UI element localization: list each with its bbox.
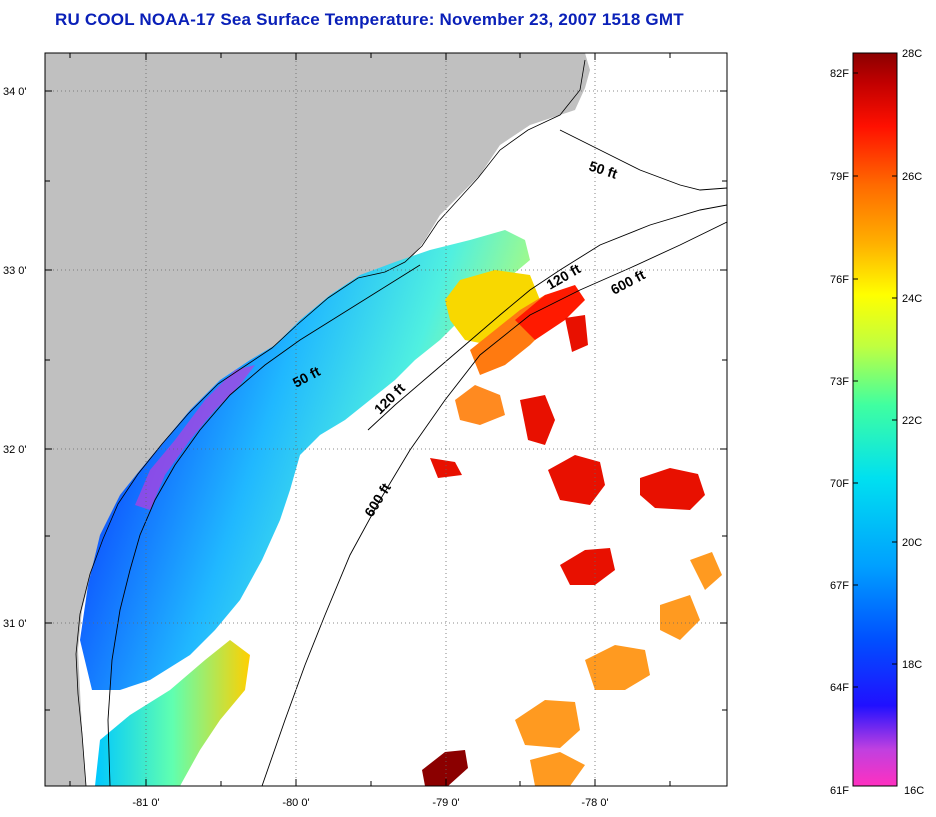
colorbar-f-67: 67F bbox=[830, 580, 849, 592]
lon-label-80: -80 0' bbox=[282, 797, 309, 809]
contour-120ft bbox=[367, 204, 727, 431]
colorbar-ticks bbox=[853, 72, 897, 688]
colorbar-c-24: 24C bbox=[902, 293, 922, 305]
colorbar-c-26: 26C bbox=[902, 171, 922, 183]
lat-label-32: 32 0' bbox=[3, 444, 27, 456]
colorbar-f-76: 76F bbox=[830, 274, 849, 286]
contour-50ft-south bbox=[107, 264, 421, 786]
colorbar-f-79: 79F bbox=[830, 171, 849, 183]
contour-600ft bbox=[261, 221, 727, 786]
colorbar bbox=[852, 52, 898, 787]
lat-label-34: 34 0' bbox=[3, 86, 27, 98]
colorbar-c-22: 22C bbox=[902, 415, 922, 427]
lat-label-31: 31 0' bbox=[3, 618, 27, 630]
colorbar-f-73: 73F bbox=[830, 376, 849, 388]
colorbar-c-20: 20C bbox=[902, 537, 922, 549]
axis-ticks bbox=[45, 53, 727, 786]
colorbar-f-70: 70F bbox=[830, 478, 849, 490]
land-mass bbox=[45, 53, 590, 786]
nearshore-cold-fringe bbox=[135, 365, 255, 510]
gulf-stream-patches bbox=[430, 315, 705, 585]
red-plume bbox=[515, 285, 585, 340]
colorbar-c-16: 16C bbox=[904, 785, 924, 797]
dark-red-patch bbox=[422, 750, 468, 786]
lon-label-81: -81 0' bbox=[132, 797, 159, 809]
lon-label-79: -79 0' bbox=[432, 797, 459, 809]
colorbar-f-82: 82F bbox=[830, 68, 849, 80]
southeast-warm-patches bbox=[515, 552, 722, 786]
map-frame bbox=[44, 52, 728, 787]
colorbar-c-28: 28C bbox=[902, 48, 922, 60]
lat-label-33: 33 0' bbox=[3, 265, 27, 277]
shoreline bbox=[75, 59, 586, 786]
lon-label-78: -78 0' bbox=[581, 797, 608, 809]
map-title: RU COOL NOAA-17 Sea Surface Temperature:… bbox=[55, 10, 684, 29]
colorbar-f-64: 64F bbox=[830, 682, 849, 694]
orange-patch-offshore bbox=[455, 385, 505, 425]
colorbar-f-61: 61F bbox=[830, 785, 849, 797]
graticule bbox=[45, 53, 727, 786]
colorbar-c-18: 18C bbox=[902, 659, 922, 671]
southern-warm-patch bbox=[95, 640, 250, 786]
cool-shelf-water bbox=[80, 230, 530, 690]
contour-50ft bbox=[559, 129, 727, 191]
